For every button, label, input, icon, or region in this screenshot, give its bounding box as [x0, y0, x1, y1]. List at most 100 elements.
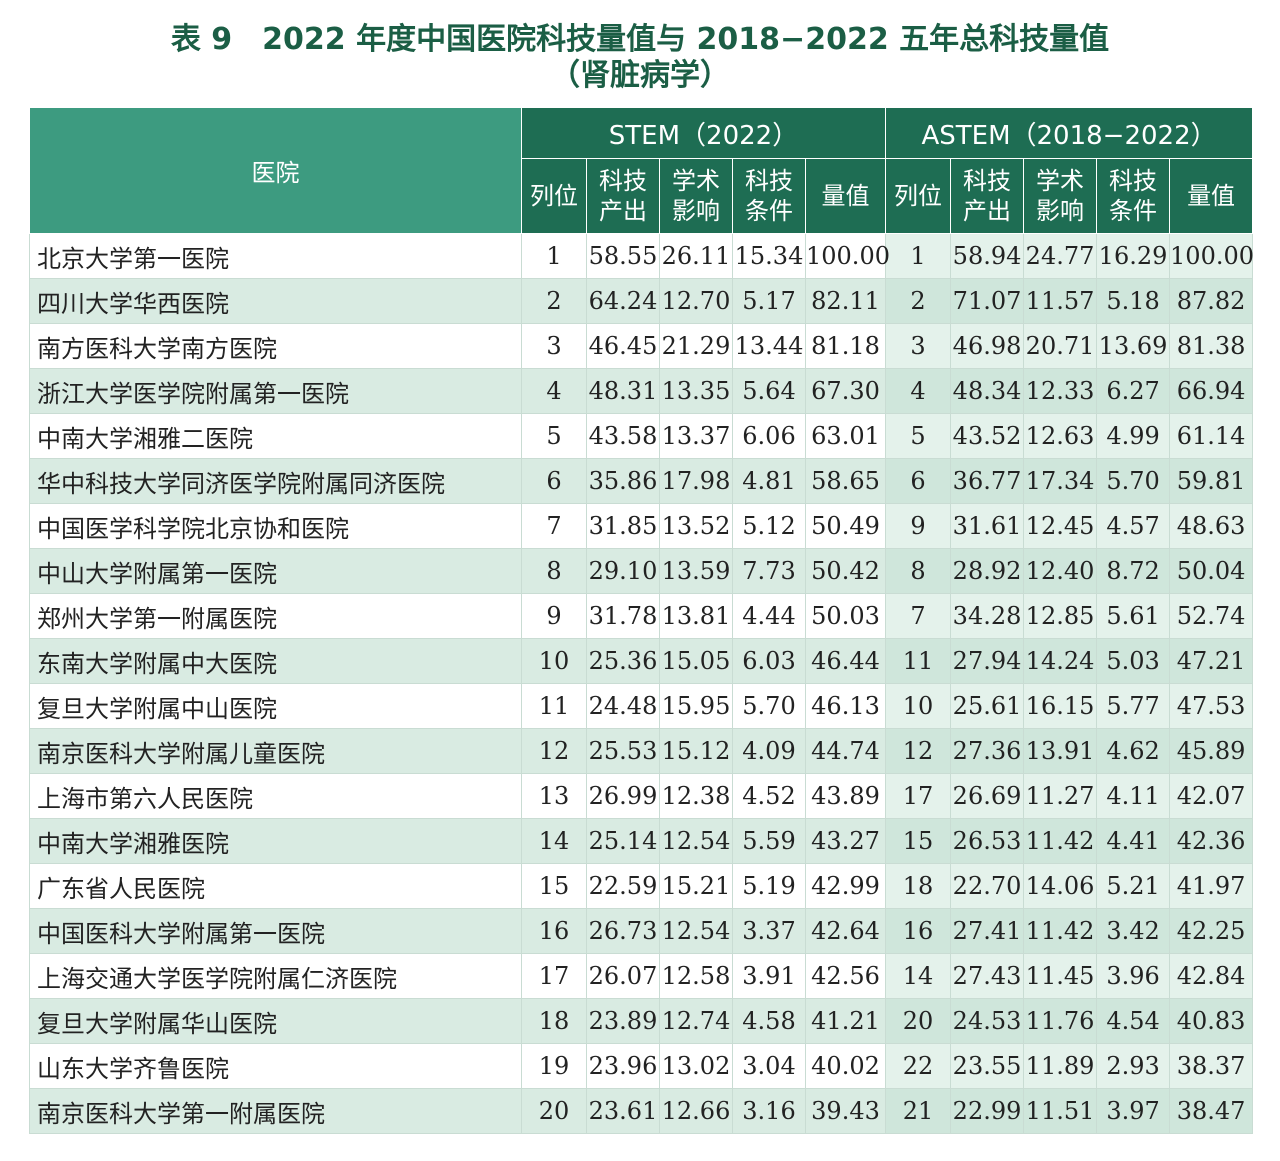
header-stem-conditions: 科技 条件 [732, 158, 806, 234]
astem-value-cell: 42.84 [1169, 953, 1254, 999]
header-astem-output: 科技 产出 [950, 158, 1025, 234]
astem-output-cell: 27.43 [950, 953, 1025, 999]
stem-impact-cell: 12.54 [659, 818, 733, 864]
stem-value-cell: 50.49 [804, 503, 887, 549]
stem-impact-cell: 13.81 [659, 593, 733, 639]
table-row: 中南大学湘雅二医院 5 43.58 13.37 6.06 63.01 5 43.52 12.63… [29, 413, 1254, 459]
stem-output-cell: 22.59 [586, 863, 660, 909]
stem-conditions-cell: 15.34 [732, 233, 806, 279]
stem-impact-cell: 13.35 [659, 368, 733, 414]
stem-impact-cell: 12.74 [659, 998, 733, 1044]
stem-rank-cell: 1 [521, 233, 587, 279]
stem-conditions-cell: 3.04 [732, 1043, 806, 1089]
stem-rank-cell: 2 [521, 278, 587, 324]
stem-value-cell: 42.99 [804, 863, 887, 909]
stem-rank-cell: 13 [521, 773, 587, 819]
stem-output-cell: 48.31 [586, 368, 660, 414]
table-row: 南京医科大学附属儿童医院 12 25.53 15.12 4.09 44.74 12 27.36… [29, 728, 1254, 774]
header-stem-group: STEM（2022） [520, 107, 887, 159]
stem-rank-cell: 18 [521, 998, 587, 1044]
stem-value-cell: 50.03 [804, 593, 887, 639]
astem-conditions-cell: 8.72 [1096, 548, 1171, 594]
stem-output-cell: 24.48 [586, 683, 660, 729]
astem-impact-cell: 14.06 [1023, 863, 1098, 909]
stem-conditions-cell: 6.06 [732, 413, 806, 459]
stem-value-cell: 39.43 [804, 1088, 887, 1134]
hospital-name: 广东省人民医院 [29, 863, 522, 909]
astem-conditions-cell: 4.57 [1096, 503, 1171, 549]
stem-output-cell: 26.07 [586, 953, 660, 999]
header-astem-rank: 列位 [885, 158, 952, 234]
astem-value-cell: 50.04 [1169, 548, 1254, 594]
stem-impact-cell: 15.05 [659, 638, 733, 684]
stem-output-cell: 25.14 [586, 818, 660, 864]
stem-rank-cell: 8 [521, 548, 587, 594]
stem-value-cell: 44.74 [804, 728, 887, 774]
stem-impact-cell: 15.12 [659, 728, 733, 774]
stem-output-cell: 58.55 [586, 233, 660, 279]
table-row: 南京医科大学第一附属医院 20 23.61 12.66 3.16 39.43 21 22.99… [29, 1088, 1254, 1134]
stem-rank-cell: 14 [521, 818, 587, 864]
astem-value-cell: 81.38 [1169, 323, 1254, 369]
hospital-name: 南京医科大学附属儿童医院 [29, 728, 522, 774]
astem-rank-cell: 22 [885, 1043, 952, 1089]
astem-output-cell: 22.70 [950, 863, 1025, 909]
astem-rank-cell: 17 [885, 773, 952, 819]
header-astem-group: ASTEM（2018−2022） [885, 107, 1254, 159]
astem-output-cell: 26.69 [950, 773, 1025, 819]
table-title: 表 9 2022 年度中国医院科技量值与 2018−2022 五年总科技量值 （… [0, 0, 1280, 94]
title-line-2: （肾脏病学） [550, 58, 730, 93]
astem-conditions-cell: 3.42 [1096, 908, 1171, 954]
astem-conditions-cell: 5.70 [1096, 458, 1171, 504]
stem-rank-cell: 15 [521, 863, 587, 909]
stem-impact-cell: 13.37 [659, 413, 733, 459]
stem-impact-cell: 15.21 [659, 863, 733, 909]
astem-rank-cell: 2 [885, 278, 952, 324]
hospital-name: 复旦大学附属中山医院 [29, 683, 522, 729]
stem-impact-cell: 21.29 [659, 323, 733, 369]
stem-impact-cell: 12.58 [659, 953, 733, 999]
table-header: 医院 STEM（2022） ASTEM（2018−2022） 列位 科技 产出 学… [29, 107, 1254, 234]
table-row: 中南大学湘雅医院 14 25.14 12.54 5.59 43.27 15 26.53 11.4… [29, 818, 1254, 864]
astem-output-cell: 71.07 [950, 278, 1025, 324]
header-astem-conditions: 科技 条件 [1096, 158, 1171, 234]
astem-impact-cell: 12.63 [1023, 413, 1098, 459]
astem-output-cell: 22.99 [950, 1088, 1025, 1134]
astem-conditions-cell: 16.29 [1096, 233, 1171, 279]
table-row: 南方医科大学南方医院 3 46.45 21.29 13.44 81.18 3 46.98 20.… [29, 323, 1254, 369]
astem-impact-cell: 12.40 [1023, 548, 1098, 594]
stem-output-cell: 35.86 [586, 458, 660, 504]
stem-rank-cell: 9 [521, 593, 587, 639]
stem-impact-cell: 17.98 [659, 458, 733, 504]
astem-impact-cell: 11.51 [1023, 1088, 1098, 1134]
stem-rank-cell: 7 [521, 503, 587, 549]
astem-value-cell: 41.97 [1169, 863, 1254, 909]
stem-impact-cell: 26.11 [659, 233, 733, 279]
astem-rank-cell: 10 [885, 683, 952, 729]
stem-conditions-cell: 4.44 [732, 593, 806, 639]
astem-output-cell: 27.94 [950, 638, 1025, 684]
stem-impact-cell: 12.54 [659, 908, 733, 954]
astem-output-cell: 48.34 [950, 368, 1025, 414]
table-row: 复旦大学附属华山医院 18 23.89 12.74 4.58 41.21 20 24.53 11… [29, 998, 1254, 1044]
astem-impact-cell: 11.76 [1023, 998, 1098, 1044]
table-row: 中山大学附属第一医院 8 29.10 13.59 7.73 50.42 8 28.92 12.4… [29, 548, 1254, 594]
stem-value-cell: 63.01 [804, 413, 887, 459]
stem-value-cell: 46.44 [804, 638, 887, 684]
stem-conditions-cell: 3.91 [732, 953, 806, 999]
stem-output-cell: 26.99 [586, 773, 660, 819]
stem-value-cell: 42.56 [804, 953, 887, 999]
stem-impact-cell: 15.95 [659, 683, 733, 729]
stem-output-cell: 25.36 [586, 638, 660, 684]
astem-value-cell: 45.89 [1169, 728, 1254, 774]
table-row: 北京大学第一医院 1 58.55 26.11 15.34 100.00 1 58.94 24.7… [29, 233, 1254, 279]
astem-rank-cell: 18 [885, 863, 952, 909]
table-row: 山东大学齐鲁医院 19 23.96 13.02 3.04 40.02 22 23.55 11.8… [29, 1043, 1254, 1089]
hospital-name: 中国医科大学附属第一医院 [29, 908, 522, 954]
astem-conditions-cell: 4.99 [1096, 413, 1171, 459]
stem-value-cell: 40.02 [804, 1043, 887, 1089]
astem-rank-cell: 6 [885, 458, 952, 504]
astem-conditions-cell: 5.18 [1096, 278, 1171, 324]
astem-conditions-cell: 3.97 [1096, 1088, 1171, 1134]
astem-conditions-cell: 4.62 [1096, 728, 1171, 774]
